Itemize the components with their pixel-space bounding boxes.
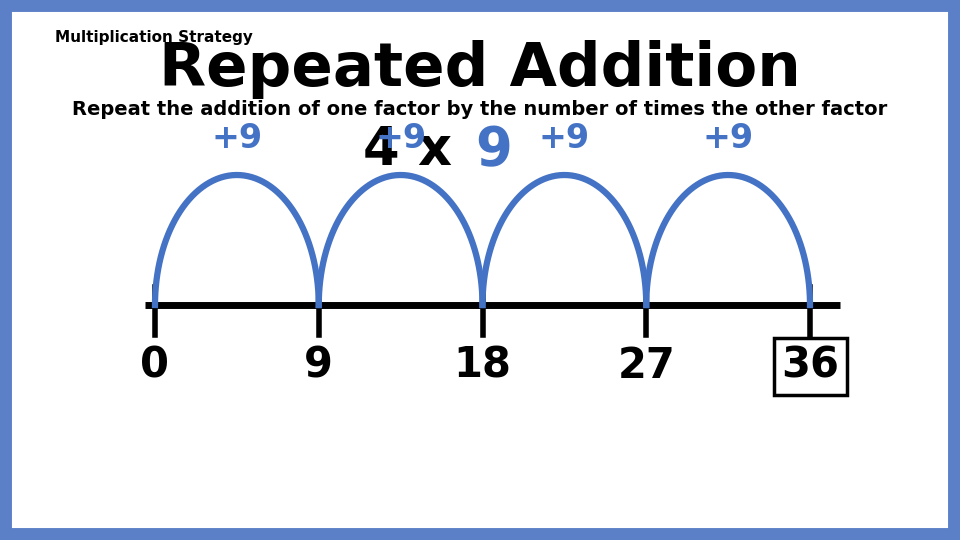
Text: +9: +9	[539, 122, 590, 155]
Text: 0: 0	[140, 345, 170, 387]
Text: Multiplication Strategy: Multiplication Strategy	[55, 30, 252, 45]
Text: 36: 36	[781, 345, 839, 387]
Text: Repeated Addition: Repeated Addition	[159, 40, 801, 99]
Text: 9: 9	[475, 124, 512, 176]
Text: +9: +9	[703, 122, 754, 155]
Text: 4 x: 4 x	[363, 124, 470, 176]
Text: Repeat the addition of one factor by the number of times the other factor: Repeat the addition of one factor by the…	[72, 100, 888, 119]
Text: 27: 27	[617, 345, 675, 387]
Text: +9: +9	[375, 122, 426, 155]
Text: 9: 9	[304, 345, 333, 387]
Text: 18: 18	[453, 345, 512, 387]
Text: +9: +9	[211, 122, 262, 155]
